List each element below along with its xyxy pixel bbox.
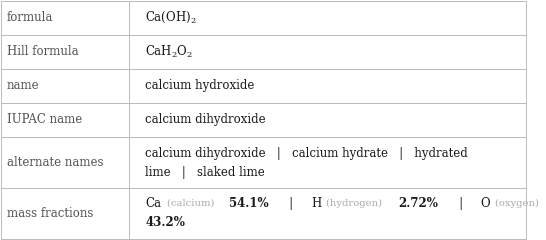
Text: calcium dihydroxide: calcium dihydroxide	[145, 113, 266, 126]
Text: mass fractions: mass fractions	[7, 207, 93, 220]
Text: calcium dihydroxide   |   calcium hydrate   |   hydrated: calcium dihydroxide | calcium hydrate | …	[145, 147, 468, 160]
Text: alternate names: alternate names	[7, 156, 104, 169]
Text: (hydrogen): (hydrogen)	[324, 199, 384, 208]
Text: $\mathregular{CaH_2O_2}$: $\mathregular{CaH_2O_2}$	[145, 44, 193, 60]
Text: |: |	[448, 197, 474, 210]
Text: (calcium): (calcium)	[165, 199, 217, 208]
Text: O: O	[481, 197, 490, 210]
Text: calcium hydroxide: calcium hydroxide	[145, 79, 254, 92]
Text: IUPAC name: IUPAC name	[7, 113, 82, 126]
Text: H: H	[311, 197, 322, 210]
Text: name: name	[7, 79, 40, 92]
Text: |: |	[278, 197, 305, 210]
Text: 43.2%: 43.2%	[145, 216, 185, 229]
Text: lime   |   slaked lime: lime | slaked lime	[145, 166, 265, 179]
Text: Hill formula: Hill formula	[7, 45, 79, 58]
Text: $\mathregular{Ca(OH)_2}$: $\mathregular{Ca(OH)_2}$	[145, 10, 197, 25]
Text: Ca: Ca	[145, 197, 161, 210]
Text: formula: formula	[7, 11, 54, 24]
Text: 2.72%: 2.72%	[399, 197, 438, 210]
Text: 54.1%: 54.1%	[229, 197, 269, 210]
Text: (oxygen): (oxygen)	[492, 199, 539, 208]
